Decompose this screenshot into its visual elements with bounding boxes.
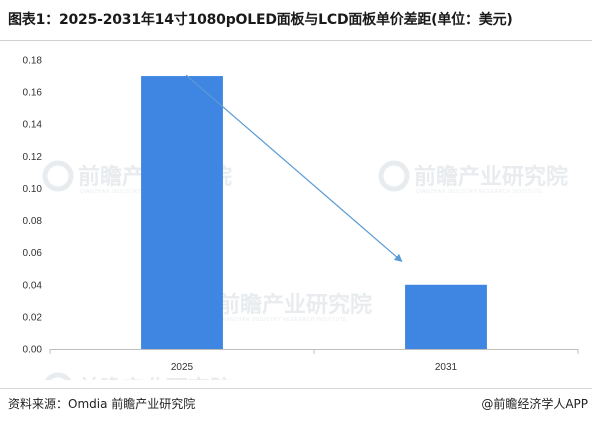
y-tick-label: 0.10: [23, 184, 43, 195]
y-tick-label: 0.14: [23, 120, 43, 131]
bar-2031: [405, 284, 487, 349]
watermark-logo-icon: [378, 160, 410, 192]
x-tick-label: 2031: [435, 362, 458, 373]
watermark-logo-icon: [42, 160, 74, 192]
watermark-subtext: QIANZHAN INDUSTRY RESEARCH INSTITUTE: [416, 189, 543, 195]
bars: [141, 76, 487, 350]
y-tick-label: 0.02: [23, 312, 43, 323]
y-tick-label: 0.06: [23, 248, 43, 259]
bar-2025: [141, 76, 223, 350]
y-tick-label: 0.12: [23, 152, 43, 163]
watermark-logo-icon: [44, 372, 72, 380]
x-axis: 2025 2031: [49, 349, 579, 373]
watermark-subtext: QIANZHAN INDUSTRY RESEARCH INSTITUTE: [220, 317, 347, 323]
chart-title: 图表1：2025-2031年14寸1080pOLED面板与LCD面板单价差距(单…: [8, 12, 513, 28]
watermark-text: 前瞻产业研究院: [218, 292, 372, 318]
y-axis: 0.00 0.02 0.04 0.06 0.08 0.10 0.12 0.14 0.16 0.18: [23, 56, 43, 356]
watermark-text: 前瞻产业研究院: [414, 164, 568, 190]
source-note: 资料来源：Omdia 前瞻产业研究院: [8, 397, 196, 411]
y-tick-label: 0.04: [23, 280, 43, 291]
y-tick-label: 0.18: [23, 56, 43, 67]
footer-divider: [0, 388, 592, 389]
watermark-text: 前瞻产业研究院: [78, 376, 232, 380]
y-tick-label: 0.16: [23, 88, 43, 99]
brand-credit: @前瞻经济学人APP: [481, 397, 588, 411]
trend-arrow: [185, 74, 403, 263]
x-tick-label: 2025: [171, 362, 194, 373]
title-divider: [0, 40, 592, 41]
y-tick-label: 0.00: [23, 345, 43, 356]
footer: 资料来源：Omdia 前瞻产业研究院 @前瞻经济学人APP: [0, 389, 592, 415]
y-tick-label: 0.08: [23, 216, 43, 227]
annotations: [185, 74, 403, 263]
